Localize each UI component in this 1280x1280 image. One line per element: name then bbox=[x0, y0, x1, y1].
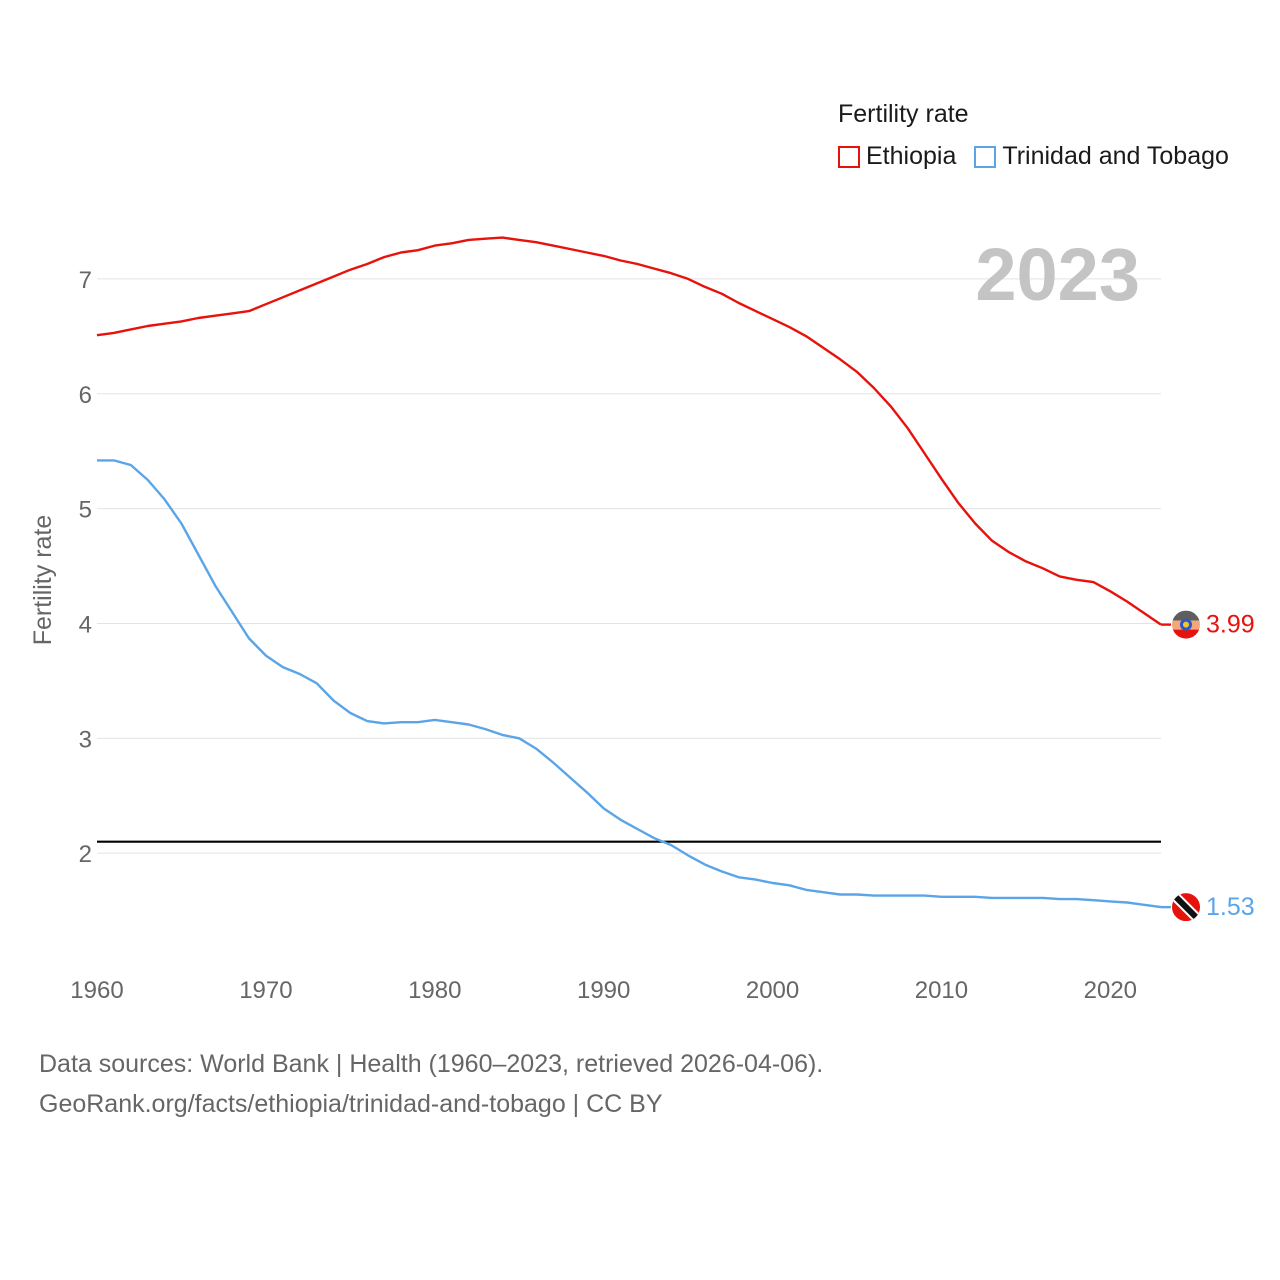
gridlines bbox=[97, 278, 1161, 854]
y-tick-label: 4 bbox=[79, 611, 92, 638]
data-source-text: Data sources: World Bank | Health (1960–… bbox=[39, 1050, 824, 1078]
y-axis-ticks: 2 3 4 5 6 7 bbox=[79, 267, 92, 868]
legend-item-ethiopia[interactable]: Ethiopia bbox=[838, 142, 956, 171]
x-tick-label: 1980 bbox=[408, 977, 461, 1004]
x-tick-label: 1960 bbox=[70, 977, 123, 1004]
y-tick-label: 5 bbox=[79, 497, 92, 524]
year-label: 2023 bbox=[975, 233, 1140, 316]
legend-label: Trinidad and Tobago bbox=[1002, 142, 1229, 170]
trinidad-and-tobago-flag-icon bbox=[1172, 893, 1200, 922]
series-line-trinidad-and-tobago bbox=[97, 459, 1162, 909]
x-tick-label: 2020 bbox=[1084, 977, 1137, 1004]
series-line-ethiopia bbox=[96, 236, 1162, 626]
y-axis-title: Fertility rate bbox=[29, 515, 57, 646]
y-tick-label: 7 bbox=[79, 267, 92, 294]
y-tick-label: 2 bbox=[79, 841, 92, 868]
source-url-text: GeoRank.org/facts/ethiopia/trinidad-and-… bbox=[39, 1090, 663, 1118]
ethiopia-flag-icon bbox=[1172, 610, 1200, 639]
x-tick-label: 1970 bbox=[239, 977, 292, 1004]
end-value-label-trinidad-and-tobago: 1.53 bbox=[1206, 893, 1255, 921]
y-tick-label: 6 bbox=[79, 382, 92, 409]
x-tick-label: 2000 bbox=[746, 977, 799, 1004]
legend-title: Fertility rate bbox=[838, 100, 969, 128]
footer: Data sources: World Bank | Health (1960–… bbox=[39, 1044, 823, 1124]
legend-swatch-ethiopia bbox=[838, 145, 860, 168]
legend-swatch-trinidad-and-tobago bbox=[974, 145, 997, 168]
legend-label: Ethiopia bbox=[866, 142, 957, 170]
x-tick-label: 2010 bbox=[915, 977, 968, 1004]
x-axis-ticks: 1960 1970 1980 1990 2000 2010 2020 bbox=[70, 977, 1137, 1004]
series-lines bbox=[96, 236, 1171, 909]
legend: Ethiopia Trinidad and Tobago bbox=[838, 142, 1247, 171]
x-tick-label: 1990 bbox=[577, 977, 630, 1004]
end-markers: 3.99 1.53 bbox=[1172, 610, 1255, 922]
legend-item-trinidad-and-tobago[interactable]: Trinidad and Tobago bbox=[974, 142, 1229, 171]
end-value-label-ethiopia: 3.99 bbox=[1206, 611, 1255, 639]
y-tick-label: 3 bbox=[79, 726, 92, 753]
